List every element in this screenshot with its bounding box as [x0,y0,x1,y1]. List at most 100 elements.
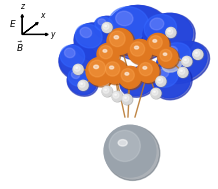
Circle shape [73,64,84,75]
Circle shape [87,58,116,87]
Ellipse shape [156,41,209,84]
Text: z: z [20,2,24,12]
Circle shape [194,50,200,56]
Circle shape [139,63,152,76]
Ellipse shape [116,11,133,26]
Ellipse shape [106,5,172,60]
Circle shape [152,89,158,95]
Circle shape [193,49,203,59]
Ellipse shape [114,36,119,39]
Ellipse shape [196,52,197,53]
Ellipse shape [125,72,129,75]
Ellipse shape [81,83,83,84]
Ellipse shape [109,7,149,41]
Ellipse shape [80,27,92,38]
Circle shape [166,28,177,38]
Ellipse shape [135,46,139,49]
Ellipse shape [67,68,98,96]
Circle shape [103,59,127,83]
Circle shape [182,56,192,66]
Circle shape [106,62,120,76]
Circle shape [147,33,169,55]
Circle shape [110,31,125,47]
Circle shape [105,126,160,180]
Ellipse shape [94,65,99,69]
Circle shape [119,67,143,90]
Text: x: x [40,12,45,20]
Ellipse shape [158,79,160,80]
Circle shape [103,87,109,93]
Circle shape [99,46,112,59]
Circle shape [78,80,88,90]
Circle shape [108,29,135,56]
Circle shape [112,91,123,102]
Circle shape [98,44,121,67]
Ellipse shape [121,68,144,86]
Ellipse shape [94,16,123,40]
Circle shape [128,40,152,63]
Circle shape [79,81,85,87]
Ellipse shape [98,19,106,25]
Ellipse shape [107,5,169,57]
FancyArrow shape [21,15,24,34]
Ellipse shape [105,89,106,90]
Ellipse shape [72,71,80,79]
Ellipse shape [120,67,156,96]
Circle shape [149,36,162,49]
Ellipse shape [150,18,164,30]
Circle shape [166,27,176,37]
Ellipse shape [74,23,116,60]
Circle shape [179,68,185,74]
Circle shape [74,65,80,71]
FancyArrow shape [22,22,38,34]
Ellipse shape [68,69,87,86]
Ellipse shape [181,70,182,71]
Circle shape [104,60,129,85]
Circle shape [104,125,156,177]
Ellipse shape [76,67,78,68]
Circle shape [158,47,178,67]
Ellipse shape [67,68,97,95]
Text: $\vec{B}$: $\vec{B}$ [16,40,24,54]
Circle shape [86,57,114,85]
Circle shape [113,92,119,98]
Circle shape [151,88,162,99]
Ellipse shape [94,16,122,39]
Circle shape [102,86,112,96]
Ellipse shape [74,23,118,62]
Circle shape [73,64,83,74]
Ellipse shape [118,139,127,146]
Ellipse shape [143,13,193,56]
Circle shape [156,77,167,87]
Text: E: E [9,20,15,29]
Ellipse shape [157,41,207,81]
Circle shape [193,50,203,60]
Ellipse shape [95,17,113,31]
Ellipse shape [143,13,195,58]
Circle shape [103,23,109,29]
Circle shape [156,76,166,86]
Circle shape [122,94,133,105]
Circle shape [183,57,189,63]
Circle shape [167,29,173,34]
Ellipse shape [143,67,147,69]
Circle shape [112,91,122,101]
Circle shape [78,81,89,91]
Circle shape [102,86,113,97]
Circle shape [119,66,141,88]
Circle shape [130,42,145,56]
Ellipse shape [120,67,157,97]
Circle shape [178,67,188,77]
Ellipse shape [75,24,102,48]
Ellipse shape [59,44,99,81]
Ellipse shape [158,43,190,69]
Ellipse shape [65,48,75,58]
Circle shape [151,88,161,98]
Circle shape [89,60,106,77]
FancyArrow shape [22,33,48,36]
Circle shape [147,34,170,57]
Ellipse shape [163,46,177,57]
Ellipse shape [158,69,169,78]
Ellipse shape [184,59,186,60]
Circle shape [182,57,192,67]
